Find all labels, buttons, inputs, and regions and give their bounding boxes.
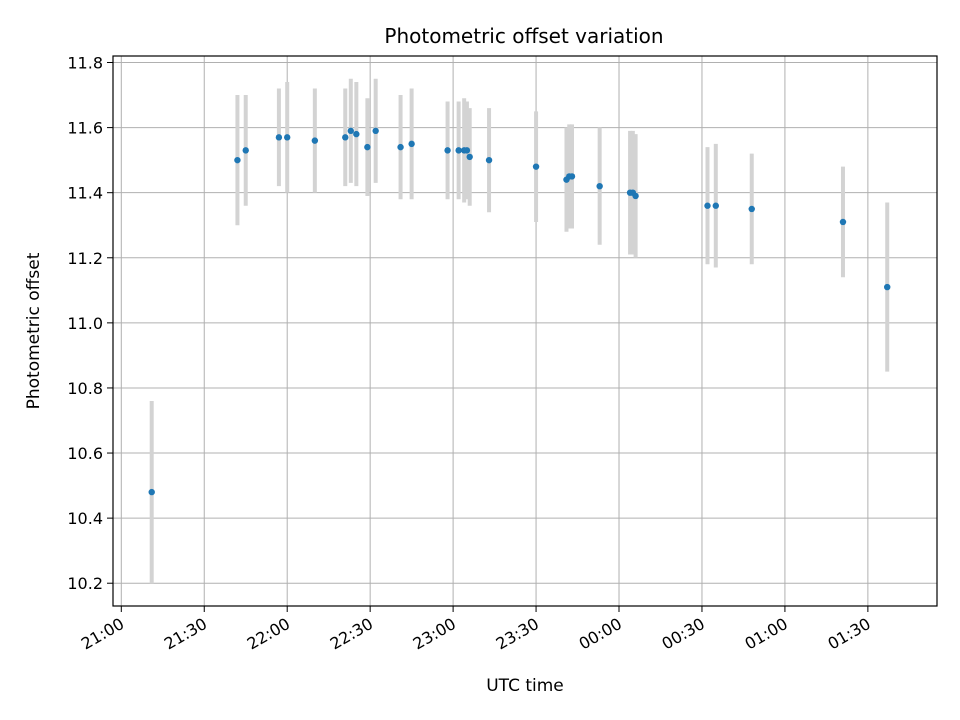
data-point	[463, 147, 471, 154]
data-point	[408, 140, 415, 148]
data-point	[485, 156, 493, 164]
x-tick-label: 22:00	[244, 614, 293, 654]
chart-title: Photometric offset variation	[384, 24, 663, 48]
y-tick-label: 10.8	[67, 379, 103, 398]
data-point	[234, 156, 241, 164]
data-point	[704, 202, 711, 209]
x-tick-label: 00:00	[576, 614, 625, 654]
y-tick-label: 11.0	[67, 314, 103, 333]
x-tick-label: 01:30	[824, 614, 873, 654]
x-tick-label: 23:30	[493, 614, 542, 654]
data-point	[444, 147, 451, 154]
data-point	[284, 134, 291, 141]
x-tick-label: 21:00	[78, 614, 127, 654]
data-point	[342, 134, 349, 141]
x-axis-ticks: 21:00 21:30 22:00 22:30 23:00 23:30 00:00 00:30…	[78, 606, 874, 654]
data-point	[455, 147, 462, 154]
data-point	[596, 182, 603, 190]
data-point	[632, 192, 639, 200]
y-axis-ticks: 10.2 10.4 10.6 10.8 11.0 11.2 11.4 11.6 11.8	[67, 54, 113, 593]
error-bars	[149, 78, 890, 584]
x-tick-label: 01:00	[741, 614, 790, 654]
y-tick-label: 11.8	[67, 54, 103, 73]
x-tick-label: 00:30	[659, 614, 708, 654]
data-point	[568, 173, 576, 180]
data-point	[353, 130, 360, 138]
y-axis-label: Photometric offset	[24, 252, 44, 409]
data-point	[748, 205, 755, 213]
x-tick-label: 23:00	[410, 614, 459, 654]
y-tick-label: 10.2	[67, 574, 103, 593]
data-point	[712, 202, 719, 209]
data-point	[532, 163, 540, 170]
data-point	[372, 127, 379, 135]
data-point	[311, 137, 319, 144]
y-tick-label: 11.2	[67, 249, 103, 268]
y-tick-label: 11.4	[67, 184, 103, 203]
data-point	[884, 283, 891, 291]
data-point	[148, 488, 155, 496]
x-tick-label: 21:30	[161, 614, 210, 654]
data-point	[466, 153, 473, 161]
plot-frame	[112, 55, 938, 607]
data-point	[275, 134, 283, 141]
data-point	[839, 218, 847, 226]
y-tick-label: 10.4	[67, 509, 103, 528]
data-point	[347, 127, 354, 135]
y-tick-label: 11.6	[67, 119, 103, 138]
data-points	[148, 127, 891, 496]
x-tick-label: 22:30	[327, 614, 376, 654]
data-point	[242, 147, 249, 154]
x-axis-label: UTC time	[486, 676, 564, 696]
y-tick-label: 10.6	[67, 444, 103, 463]
data-point	[364, 143, 371, 151]
data-point	[397, 143, 404, 151]
